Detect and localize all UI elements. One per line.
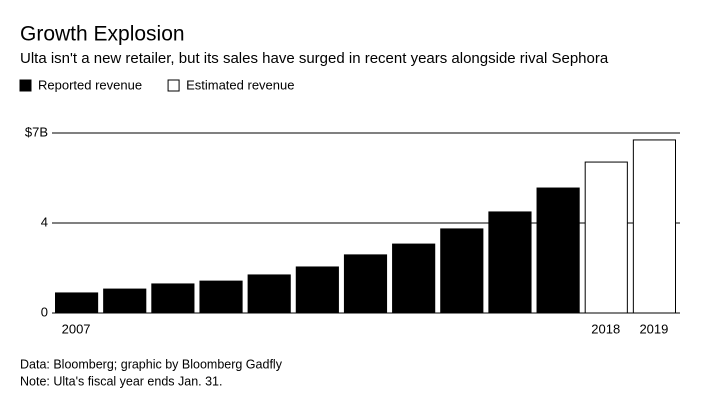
x-tick-label: 2007	[62, 321, 91, 336]
bar	[440, 228, 484, 314]
legend-swatch	[19, 79, 32, 92]
bar	[536, 187, 580, 314]
bar	[343, 254, 388, 314]
source: Data: Bloomberg; graphic by Bloomberg Ga…	[20, 357, 283, 371]
bar	[199, 280, 243, 314]
bar	[632, 139, 676, 314]
bar	[55, 292, 99, 314]
y-tick-label: 0	[41, 304, 48, 319]
y-tick-label: 4	[41, 214, 48, 229]
legend-swatch	[167, 79, 180, 92]
bar	[295, 266, 339, 314]
bar	[392, 243, 436, 314]
x-tick-label: 2018	[591, 321, 620, 336]
x-tick-label: 2019	[639, 321, 668, 336]
bar	[488, 211, 532, 314]
chart-subtitle: Ulta isn't a new retailer, but its sales…	[20, 50, 609, 67]
bar	[584, 161, 628, 314]
y-tick-label: $7B	[25, 124, 48, 139]
legend-label: Reported revenue	[38, 77, 142, 92]
bar	[103, 288, 147, 314]
note: Note: Ulta's fiscal year ends Jan. 31.	[20, 374, 222, 388]
bar	[247, 274, 291, 314]
chart-title: Growth Explosion	[20, 23, 185, 46]
legend-label: Estimated revenue	[186, 77, 294, 92]
bar	[151, 283, 195, 314]
